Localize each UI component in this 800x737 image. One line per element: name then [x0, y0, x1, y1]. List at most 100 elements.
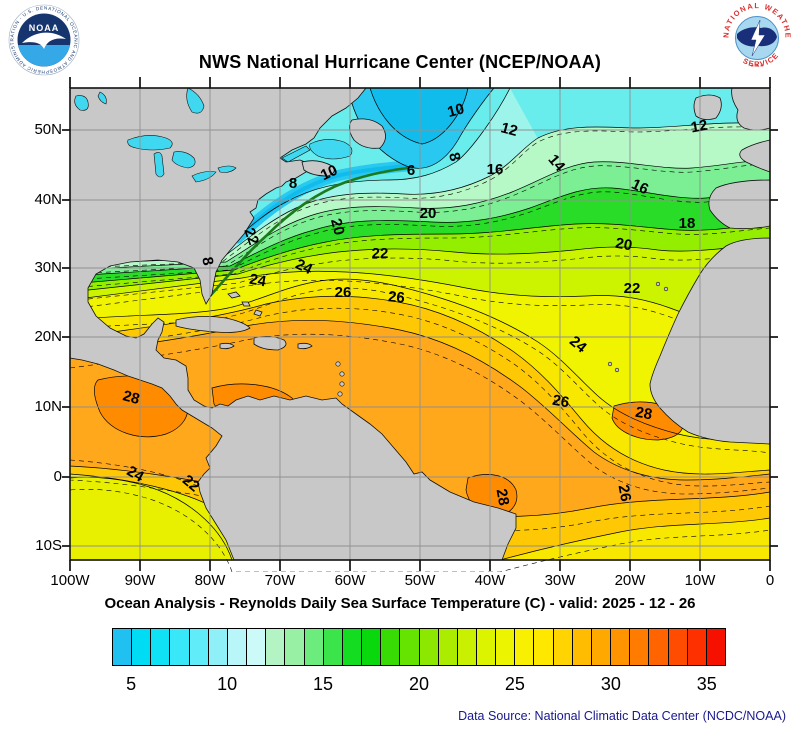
isotherm-label: 24 — [248, 271, 268, 291]
isotherm-label: 16 — [629, 176, 651, 198]
lat-label-0: 0 — [53, 468, 62, 485]
colorbar-segment — [475, 628, 496, 666]
landmass — [227, 291, 241, 299]
isotherm-label: 24 — [124, 463, 148, 486]
lake — [171, 151, 196, 169]
colorbar-segment — [437, 628, 457, 666]
lon-label-50W: 50W — [404, 572, 436, 589]
colorbar-segment — [495, 628, 515, 666]
lon-label-70W: 70W — [264, 572, 296, 589]
sst-map: 10 12 12 8 6 8 10 16 14 16 20 20 18 20 22 8 22 22 24 24 26 26… — [34, 77, 778, 589]
lat-label-10S: 10S — [35, 537, 62, 554]
colorbar-segment — [226, 628, 247, 666]
colorbar-tick-35: 35 — [696, 674, 717, 694]
lake — [153, 152, 165, 178]
lat-label-30N: 30N — [34, 259, 62, 276]
lake — [127, 135, 173, 151]
lon-label-10W: 10W — [684, 572, 716, 589]
landmass — [253, 309, 263, 317]
isotherm-label: 26 — [615, 484, 635, 503]
isotherm-label: 28 — [493, 488, 513, 507]
isotherm-label: 12 — [499, 119, 520, 140]
landmass — [69, 87, 517, 561]
isotherm-label: 24 — [293, 256, 316, 279]
noaa-sea — [18, 45, 70, 67]
colorbar-tick-25: 25 — [504, 674, 525, 694]
landmass — [349, 118, 386, 149]
temperature-colorbar — [112, 628, 726, 666]
page-title: NWS National Hurricane Center (NCEP/NOAA… — [198, 52, 602, 72]
colorbar-segment — [341, 628, 362, 666]
isotherm-label: 16 — [487, 161, 504, 178]
colorbar-tick-10: 10 — [217, 674, 238, 694]
isotherm-label: 28 — [634, 404, 653, 424]
lake — [217, 165, 237, 173]
colorbar-segment — [188, 628, 208, 666]
nws-stars: * * * — [751, 64, 763, 71]
isotherm-label: 20 — [614, 235, 633, 255]
colorbar-segment — [169, 628, 189, 666]
colorbar-segment — [380, 628, 400, 666]
isotherm-label: 20 — [420, 205, 437, 222]
noaa-wordmark: NOAA — [29, 23, 60, 33]
isotherm-label: 6 — [407, 162, 415, 179]
isotherm-label: 22 — [624, 280, 641, 297]
noaa-seagull-icon — [22, 32, 66, 50]
colorbar-tick-5: 5 — [126, 674, 137, 694]
colorbar-segment — [361, 628, 381, 666]
landmass — [175, 316, 251, 333]
colorbar-segment — [648, 628, 668, 666]
landmass — [301, 160, 335, 177]
colorbar-segment — [571, 628, 591, 666]
lat-label-10N: 10N — [34, 398, 62, 415]
lon-label-0: 0 — [765, 572, 775, 589]
data-source-note: Data Source: National Climatic Data Cent… — [458, 709, 786, 723]
colorbar-segment — [590, 628, 611, 666]
landmass — [241, 301, 251, 307]
map-border — [69, 87, 771, 561]
lon-label-20W: 20W — [614, 572, 646, 589]
lake — [281, 145, 311, 163]
colorbar-segment — [265, 628, 285, 666]
colorbar-segment — [150, 628, 170, 666]
colorbar-segment — [552, 628, 572, 666]
colorbar-segment — [131, 628, 151, 666]
lat-label-20N: 20N — [34, 328, 62, 345]
isotherm-label: 26 — [335, 284, 352, 301]
isotherm-label: 18 — [679, 215, 696, 232]
nws-lightning-icon — [750, 19, 766, 57]
colorbar-segment — [667, 628, 687, 666]
lon-label-90W: 90W — [124, 572, 156, 589]
colorbar-segment — [246, 628, 266, 666]
lon-label-80W: 80W — [194, 572, 226, 589]
lake — [74, 95, 89, 111]
isotherm-label: 22 — [240, 226, 262, 247]
colorbar-segment — [629, 628, 649, 666]
colorbar-segment — [284, 628, 304, 666]
isotherm-label: 26 — [551, 392, 570, 412]
colorbar-segment — [303, 628, 323, 666]
isotherm-label: 8 — [198, 256, 216, 267]
colorbar-segment — [399, 628, 419, 666]
landmass — [739, 139, 771, 173]
colorbar-segment — [322, 628, 342, 666]
lake — [97, 91, 107, 105]
noaa-logo: NATIONAL OCEANIC AND ATMOSPHERIC ADMINIS… — [8, 4, 80, 76]
isotherm-label: 10 — [446, 100, 467, 121]
colorbar-segment — [705, 628, 726, 666]
isotherm-label: 12 — [690, 117, 709, 137]
isotherm-label: 10 — [318, 162, 340, 184]
colorbar-segment — [112, 628, 132, 666]
colorbar-tick-30: 30 — [600, 674, 621, 694]
isotherm-label: 20 — [327, 217, 348, 238]
isotherm-label: 26 — [387, 288, 405, 306]
map-caption: Ocean Analysis - Reynolds Daily Sea Surf… — [104, 595, 696, 612]
lon-label-30W: 30W — [544, 572, 576, 589]
lat-label-50N: 50N — [34, 121, 62, 138]
landmass — [693, 94, 722, 120]
colorbar-segment — [610, 628, 630, 666]
colorbar-tick-15: 15 — [313, 674, 334, 694]
isotherm-label: 28 — [121, 387, 142, 408]
colorbar-segment — [456, 628, 476, 666]
